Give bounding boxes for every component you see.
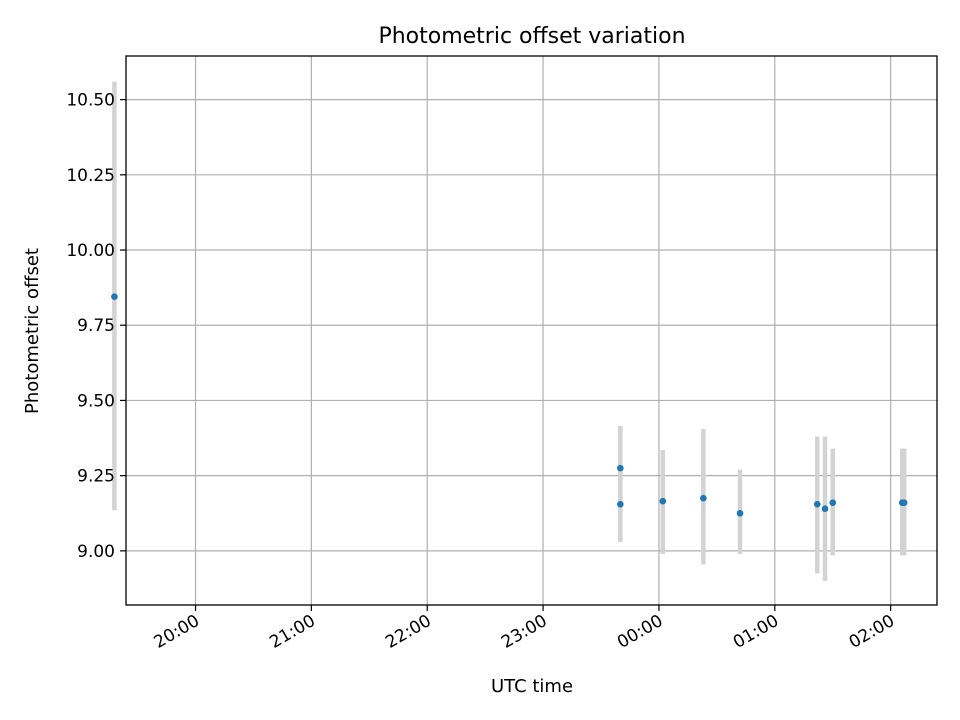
x-tick-label: 21:00: [266, 611, 318, 653]
x-tick-label: 20:00: [151, 611, 203, 653]
y-axis-label: Photometric offset: [22, 248, 43, 414]
data-point: [617, 500, 624, 508]
x-axis-label: UTC time: [491, 676, 573, 697]
y-tick-label: 10.50: [66, 91, 115, 111]
y-axis-ticks: 9.00 9.25 9.50 9.75 10.00 10.25 10.50: [66, 91, 126, 562]
data-point: [829, 499, 837, 507]
y-tick-label: 9.25: [77, 467, 115, 487]
data-point: [617, 464, 624, 472]
grid-lines: [126, 56, 937, 605]
data-point: [659, 497, 667, 505]
y-tick-label: 10.00: [66, 241, 115, 261]
data-point: [700, 494, 707, 502]
error-bars: [112, 81, 907, 581]
x-tick-label: 00:00: [614, 611, 666, 653]
data-point: [821, 505, 829, 513]
data-point: [111, 293, 118, 300]
x-tick-label: 23:00: [498, 611, 550, 653]
y-tick-label: 9.00: [77, 542, 115, 562]
data-points: [111, 293, 908, 517]
x-axis-ticks: 20:00 21:00 22:00 23:00 00:00 01:00 02:00: [151, 605, 898, 653]
chart-title: Photometric offset variation: [378, 24, 685, 49]
x-tick-label: 02:00: [846, 611, 898, 653]
y-tick-label: 9.75: [77, 316, 115, 336]
data-point: [736, 509, 744, 517]
x-tick-label: 22:00: [382, 611, 434, 653]
data-point: [900, 499, 908, 507]
plot-frame: [125, 55, 938, 606]
x-tick-label: 01:00: [730, 611, 782, 653]
data-point: [813, 500, 821, 508]
y-tick-label: 10.25: [66, 166, 115, 186]
y-tick-label: 9.50: [77, 391, 115, 411]
